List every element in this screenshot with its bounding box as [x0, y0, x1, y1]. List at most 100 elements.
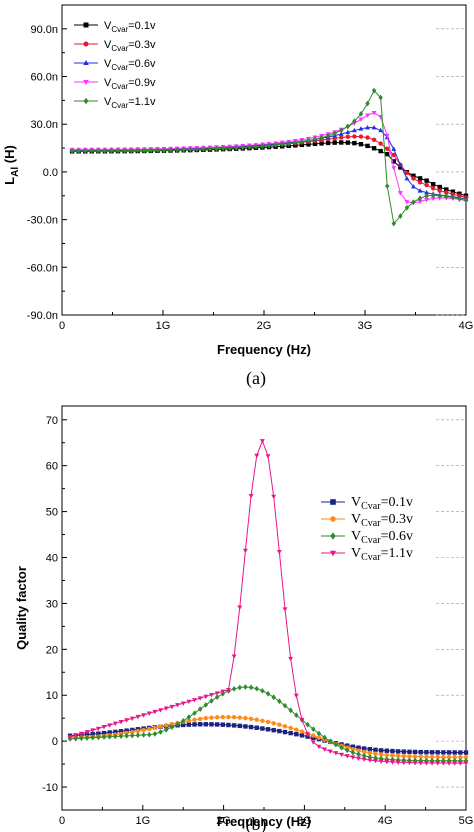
data-point: [242, 548, 248, 554]
data-point: [248, 493, 254, 499]
data-point: [365, 143, 370, 149]
data-point: [197, 696, 203, 701]
data-point: [446, 754, 452, 760]
data-point: [265, 719, 271, 725]
x-tick-label: 4G: [378, 815, 393, 827]
data-point: [351, 127, 357, 133]
data-point: [418, 754, 423, 759]
data-point: [69, 148, 75, 154]
data-point: [378, 127, 384, 133]
data-point: [457, 195, 462, 202]
data-point: [180, 701, 186, 706]
data-point: [444, 193, 449, 200]
data-point: [260, 718, 265, 723]
data-point: [339, 744, 344, 751]
data-point: [423, 761, 429, 766]
data-point: [214, 715, 220, 720]
data-point: [373, 747, 378, 753]
data-point: [271, 494, 277, 500]
data-point: [365, 113, 370, 118]
data-point: [220, 714, 225, 720]
y-tick-label: -10: [42, 782, 58, 794]
data-point: [214, 145, 219, 152]
data-point: [192, 722, 197, 727]
data-point: [367, 758, 373, 763]
data-point: [113, 733, 118, 740]
data-point: [152, 709, 158, 715]
data-point: [365, 100, 370, 107]
legend-marker: [83, 80, 89, 85]
data-point: [197, 706, 203, 712]
data-point: [398, 165, 403, 170]
panel-b: 0 1G 2G 3G 4G 5G -10 0 10 20 30 40 50 60 70 VCvar=0.1v…: [14, 405, 473, 829]
data-point: [452, 754, 457, 760]
data-point: [306, 142, 311, 147]
data-point: [345, 140, 351, 145]
data-point: [390, 753, 395, 758]
data-point: [378, 141, 383, 146]
data-point: [147, 731, 152, 738]
data-point: [186, 722, 192, 727]
data-point: [163, 706, 169, 711]
data-point: [458, 757, 463, 764]
data-point: [345, 129, 351, 135]
data-point: [424, 754, 429, 760]
data-point: [390, 756, 395, 763]
data-point: [367, 747, 373, 752]
data-point: [395, 760, 401, 765]
data-point: [130, 732, 135, 739]
data-point: [384, 748, 390, 753]
data-point: [437, 184, 442, 190]
data-point: [345, 747, 350, 754]
panel-b-y-axis-label: Quality factor: [14, 566, 29, 650]
data-point: [319, 134, 324, 141]
data-point: [243, 724, 248, 729]
data-point: [248, 684, 254, 691]
data-point: [333, 751, 339, 756]
panel-b-ticks: 0 1G 2G 3G 4G 5G -10 0 10 20 30 40 50 60 70: [42, 415, 473, 827]
data-point: [305, 721, 310, 728]
data-point: [231, 715, 237, 720]
data-point: [404, 175, 410, 181]
data-point: [294, 731, 299, 737]
data-point: [418, 749, 423, 755]
data-point: [220, 689, 226, 695]
data-point: [373, 759, 378, 764]
legend-item-4: VCvar=1.1v: [74, 96, 156, 110]
data-point: [282, 702, 288, 709]
data-point: [446, 750, 452, 755]
data-point: [266, 142, 272, 149]
data-point: [446, 761, 452, 766]
data-point: [124, 728, 129, 733]
legend-label: VCvar=0.1v: [104, 20, 156, 34]
data-point: [231, 723, 237, 728]
data-point: [373, 751, 378, 756]
data-point: [407, 749, 412, 755]
legend-marker: [83, 97, 89, 105]
data-point: [312, 136, 318, 143]
series-3: [69, 111, 469, 206]
data-point: [365, 135, 370, 140]
data-point: [407, 760, 412, 766]
y-tick-label: 50: [46, 507, 58, 519]
data-point: [122, 147, 127, 154]
y-tick-label: 30.0n: [30, 119, 58, 131]
data-point: [441, 754, 446, 760]
data-point: [350, 746, 356, 752]
data-point: [401, 757, 406, 764]
data-point: [311, 735, 316, 741]
data-point: [169, 721, 175, 727]
data-point: [201, 146, 206, 153]
data-point: [237, 715, 242, 720]
data-point: [107, 730, 112, 735]
data-point: [158, 708, 163, 713]
data-point: [276, 550, 282, 555]
data-point: [452, 750, 457, 755]
data-point: [277, 728, 282, 734]
data-point: [243, 715, 248, 721]
data-point: [316, 730, 322, 737]
data-point: [424, 198, 430, 203]
data-point: [186, 718, 192, 723]
